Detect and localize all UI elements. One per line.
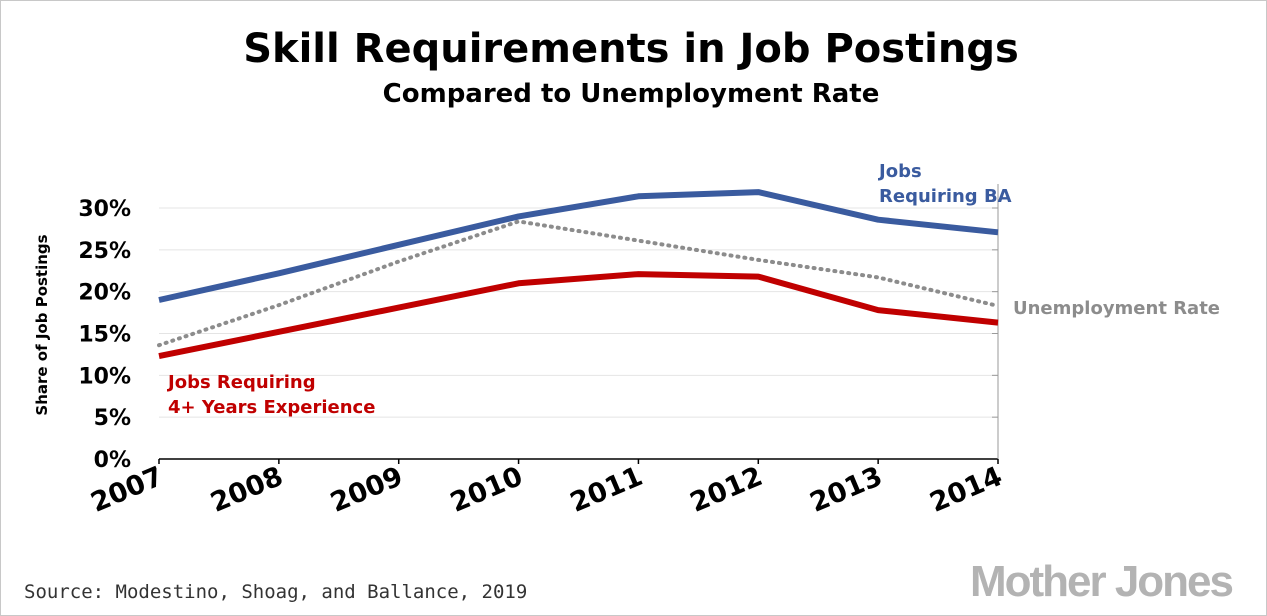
annotation-line: Unemployment Rate — [1013, 298, 1220, 319]
y-tick-label: 10% — [78, 364, 131, 389]
y-tick-label: 0% — [94, 448, 131, 473]
y-axis-label: Share of Job Postings — [33, 234, 51, 415]
annotation-unemployment-rate: Unemployment Rate — [1013, 298, 1220, 319]
y-tick-label: 25% — [78, 239, 131, 264]
series-lines — [157, 189, 1000, 360]
y-tick-label: 15% — [78, 323, 131, 348]
gridlines — [159, 207, 998, 418]
annotation-jobs-requiring-ba: Jobs Requiring BA — [877, 161, 1012, 207]
axes — [158, 184, 999, 464]
annotation-line: 4+ Years Experience — [168, 397, 375, 418]
x-tick-label: 2010 — [446, 461, 527, 519]
y-tick-label: 5% — [94, 406, 131, 431]
series-annotations: Jobs Requiring BA Jobs Requiring 4+ Years E… — [166, 161, 1220, 418]
x-tick-label: 2013 — [806, 461, 887, 519]
y-tick-labels: 0% 5% 10% 15% 20% 25% 30% — [78, 197, 131, 473]
x-tick-label: 2011 — [566, 461, 647, 519]
x-tick-label: 2008 — [206, 461, 287, 519]
y-tick-label: 20% — [78, 281, 131, 306]
chart-title: Skill Requirements in Job Postings — [243, 26, 1019, 72]
series-line-jobs-requiring-ba — [158, 189, 999, 303]
mother-jones-logo: Mother Jones — [970, 557, 1233, 606]
chart-subtitle: Compared to Unemployment Rate — [383, 79, 880, 109]
series-line-jobs-requiring-4-years-experience — [158, 271, 999, 360]
source-note: Source: Modestino, Shoag, and Ballance, … — [24, 581, 527, 603]
y-tick-label: 30% — [78, 197, 131, 222]
annotation-line: Requiring BA — [879, 186, 1012, 207]
x-tick-labels: 2007 2008 2009 2010 2011 2012 2013 2014 — [86, 461, 1006, 519]
series-line-unemployment-rate — [157, 219, 1000, 348]
annotation-line: Jobs Requiring — [166, 372, 316, 393]
annotation-line: Jobs — [877, 161, 922, 182]
x-tick-label: 2012 — [686, 461, 767, 519]
x-tick-label: 2009 — [326, 461, 407, 519]
annotation-jobs-requiring-4-years-experience: Jobs Requiring 4+ Years Experience — [166, 372, 375, 418]
x-tick-label: 2014 — [925, 461, 1006, 519]
